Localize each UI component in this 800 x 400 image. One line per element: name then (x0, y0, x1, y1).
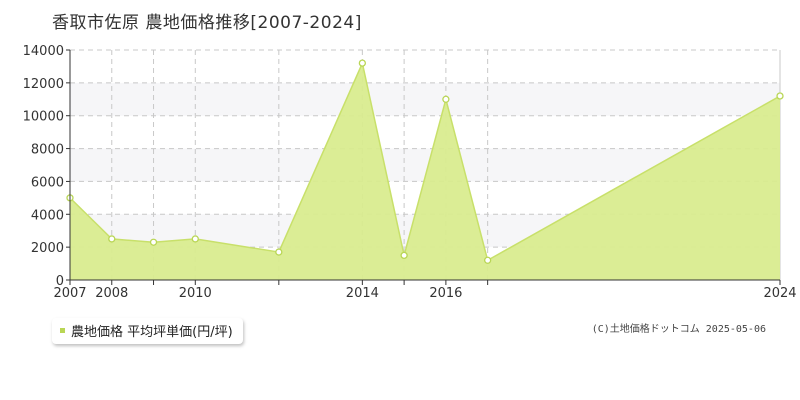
data-point (776, 92, 784, 100)
axes: 0 2000 4000 6000 8000 10000 12000 14000 2007 2008… (23, 44, 797, 301)
data-point (108, 235, 116, 243)
series-area-fill (70, 63, 780, 281)
x-tick-label: 2008 (95, 286, 128, 301)
data-point (442, 95, 450, 103)
legend: 農地価格 平均坪単価(円/坪) (52, 318, 243, 344)
x-tick-label: 2007 (53, 286, 86, 301)
x-tick-label: 2024 (763, 286, 796, 301)
data-point (275, 248, 283, 256)
legend-label: 農地価格 平均坪単価(円/坪) (71, 325, 233, 340)
data-point (483, 256, 492, 264)
chart-title: 香取市佐原 農地価格推移[2007-2024] (52, 13, 362, 33)
series-line (69, 60, 781, 262)
y-tick-label: 2000 (31, 241, 64, 256)
y-tick-label: 14000 (23, 44, 64, 59)
y-tick-label: 4000 (31, 208, 64, 223)
area-series (69, 60, 781, 281)
y-tick-label: 8000 (31, 143, 64, 158)
grid-band (70, 82, 780, 116)
x-tick-label: 2016 (429, 286, 462, 301)
x-tick-label: 2014 (346, 286, 379, 301)
area-chart: 0 2000 4000 6000 8000 10000 12000 14000 2007 2008… (23, 44, 797, 301)
y-tick-label: 12000 (23, 77, 64, 92)
legend-swatch (60, 328, 65, 333)
data-point (400, 251, 408, 260)
data-point (149, 238, 158, 246)
data-point (191, 235, 199, 243)
y-tick-label: 10000 (23, 110, 64, 125)
data-point (358, 59, 367, 67)
x-tick-label: 2010 (179, 286, 212, 301)
copyright-text: (C)土地価格ドットコム 2025-05-06 (591, 324, 766, 335)
y-tick-label: 6000 (31, 175, 64, 190)
y-tick-label: 0 (56, 274, 64, 289)
